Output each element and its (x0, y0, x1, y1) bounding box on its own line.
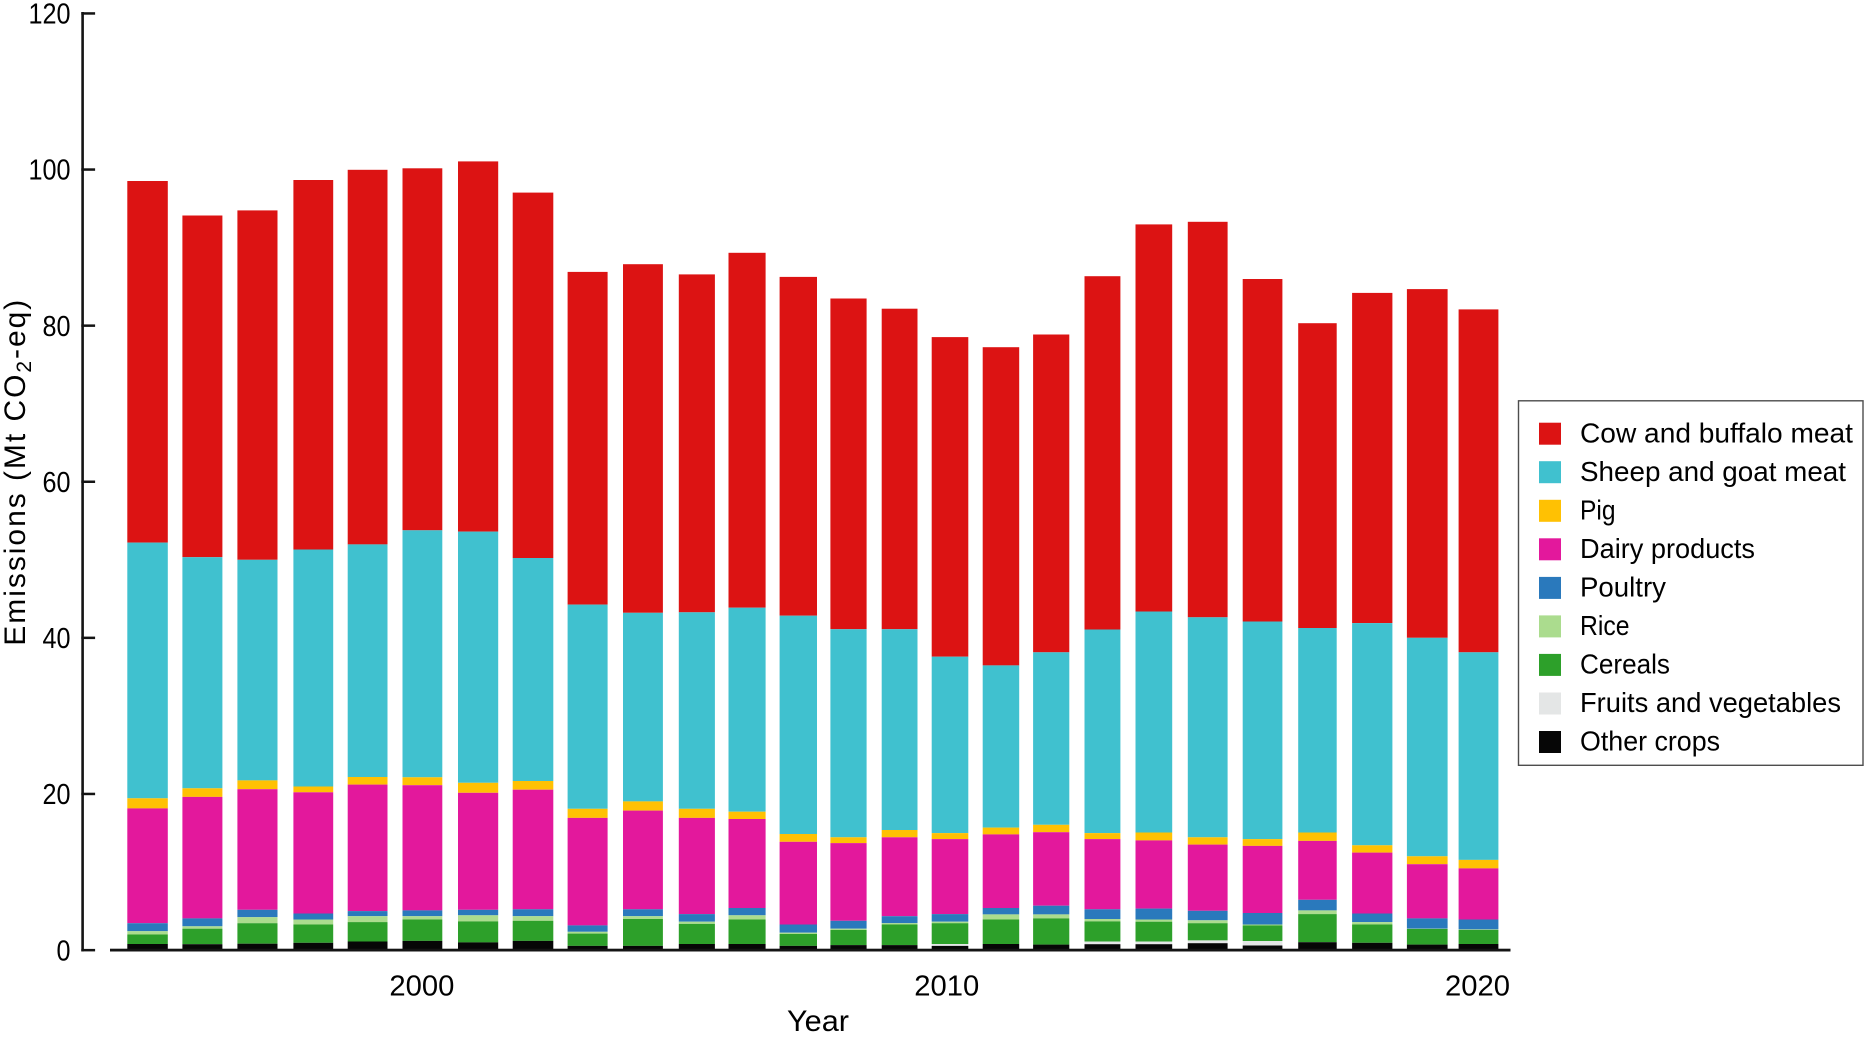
svg-text:Poultry: Poultry (1580, 572, 1666, 603)
svg-text:Cow and buffalo meat: Cow and buffalo meat (1580, 417, 1853, 448)
svg-text:Fruits and vegetables: Fruits and vegetables (1580, 687, 1841, 718)
svg-text:100: 100 (29, 155, 71, 187)
svg-text:Dairy products: Dairy products (1580, 533, 1755, 564)
svg-text:2010: 2010 (914, 970, 979, 1002)
svg-text:20: 20 (43, 779, 71, 811)
svg-text:120: 120 (29, 0, 71, 31)
svg-text:2000: 2000 (389, 970, 454, 1002)
svg-text:0: 0 (57, 935, 71, 967)
svg-text:Pig: Pig (1580, 494, 1616, 525)
svg-text:2020: 2020 (1445, 970, 1510, 1002)
svg-text:Emissions (Mt CO2-eq): Emissions (Mt CO2-eq) (0, 300, 36, 646)
svg-text:80: 80 (43, 311, 71, 343)
svg-text:Year: Year (787, 1005, 849, 1038)
svg-text:Rice: Rice (1580, 610, 1630, 641)
svg-text:Sheep and goat meat: Sheep and goat meat (1580, 456, 1846, 487)
svg-text:Cereals: Cereals (1580, 649, 1670, 680)
svg-text:Other crops: Other crops (1580, 726, 1720, 757)
svg-text:40: 40 (43, 623, 71, 655)
svg-text:60: 60 (43, 467, 71, 499)
